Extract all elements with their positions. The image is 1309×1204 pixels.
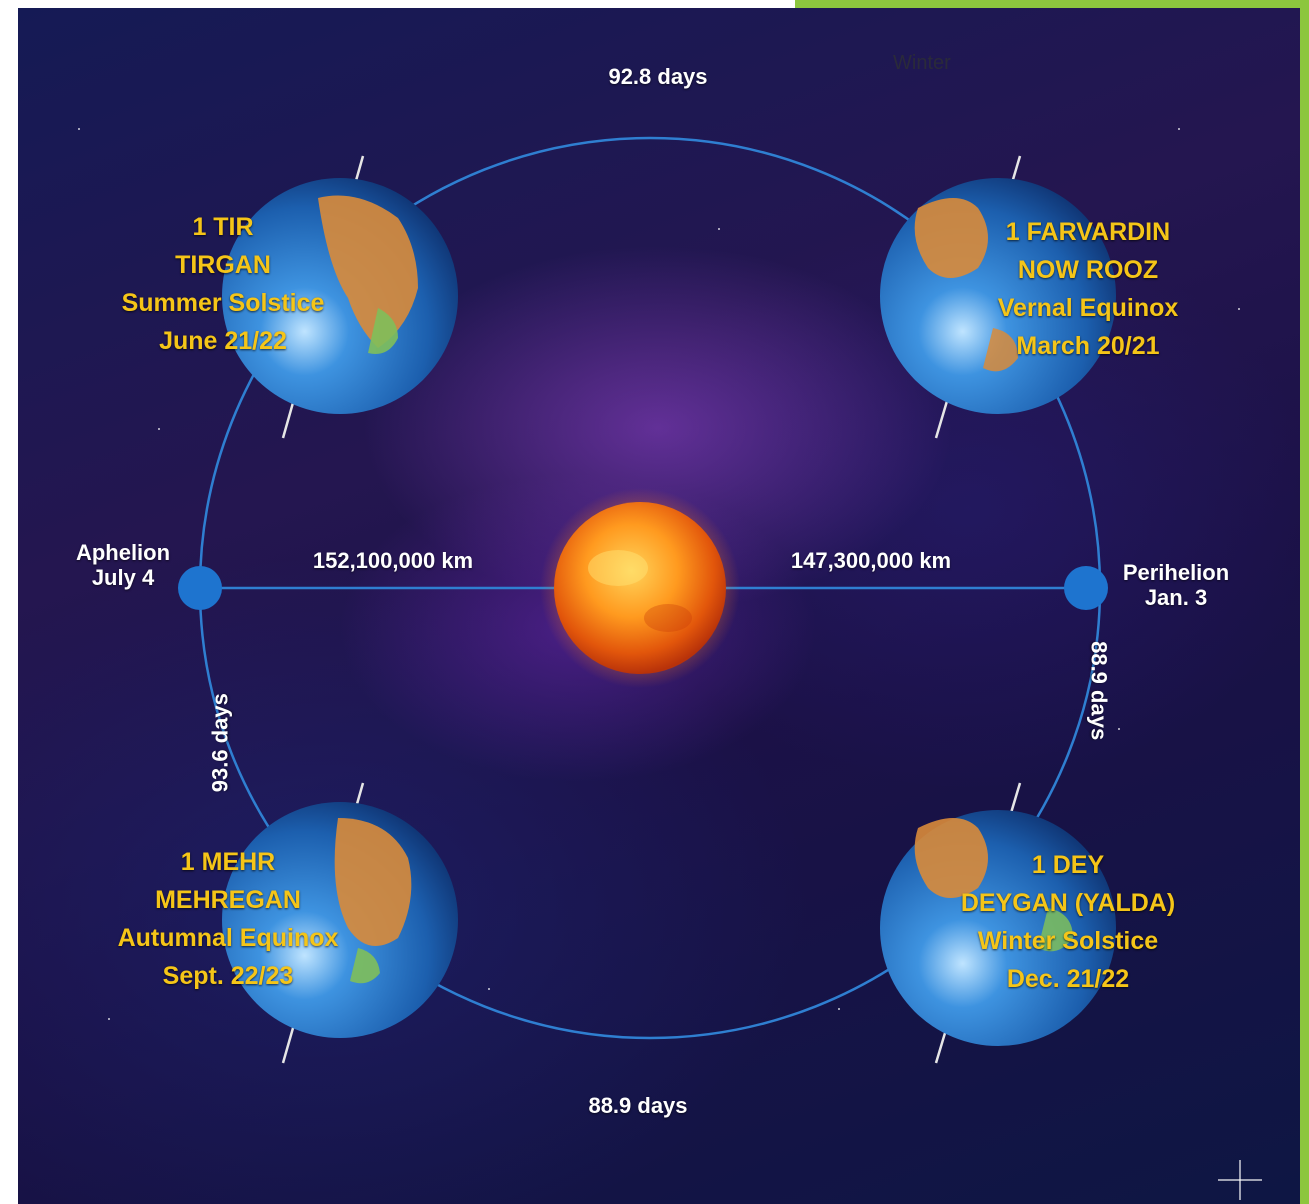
winter-line1: 1 DEY xyxy=(1031,851,1105,879)
space-background: Winter 92.8 days 88.9 days 93.6 days 88.… xyxy=(18,8,1300,1204)
spring-line3: Vernal Equinox xyxy=(997,294,1179,322)
star xyxy=(1118,728,1120,730)
star xyxy=(488,988,490,990)
autumn-line4: Sept. 22/23 xyxy=(162,962,294,990)
autumn-line3: Autumnal Equinox xyxy=(117,924,339,952)
star xyxy=(1178,128,1180,130)
winter-solstice-label: 1 DEY DEYGAN (YALDA) Winter Solstice Dec… xyxy=(948,846,1188,998)
aphelion-date: July 4 xyxy=(91,565,155,591)
summer-solstice-label: 1 TIR TIRGAN Summer Solstice June 21/22 xyxy=(113,208,333,360)
star-sparkle xyxy=(1218,1160,1262,1200)
star xyxy=(108,1018,110,1020)
perihelion-marker xyxy=(1064,566,1108,610)
summer-line3: Summer Solstice xyxy=(121,289,325,317)
star xyxy=(78,128,80,130)
winter-line4: Dec. 21/22 xyxy=(1006,965,1130,993)
distance-aphelion: 152,100,000 km xyxy=(312,548,474,573)
perihelion-label: Perihelion Jan. 3 xyxy=(1111,560,1241,611)
duration-bottom: 88.9 days xyxy=(588,1093,688,1118)
autumnal-equinox-label: 1 MEHR MEHREGAN Autumnal Equinox Sept. 2… xyxy=(108,843,348,995)
distance-perihelion: 147,300,000 km xyxy=(790,548,952,573)
winter-line2: DEYGAN (YALDA) xyxy=(960,889,1176,917)
star xyxy=(718,228,720,230)
summer-line4: June 21/22 xyxy=(159,327,287,355)
sun xyxy=(540,488,740,688)
earth-winter xyxy=(880,782,1116,1064)
aphelion-label: Aphelion July 4 xyxy=(68,540,178,591)
autumn-line2: MEHREGAN xyxy=(155,886,301,914)
winter-line3: Winter Solstice xyxy=(977,927,1159,955)
summer-line2: TIRGAN xyxy=(175,251,271,279)
autumn-line1: 1 MEHR xyxy=(180,848,276,876)
duration-left: 93.6 days xyxy=(207,693,233,793)
earth-autumn xyxy=(222,782,458,1064)
earth-spring xyxy=(880,155,1116,439)
star xyxy=(158,428,160,430)
winter-corner-text: Winter xyxy=(893,52,951,74)
aphelion-title: Aphelion xyxy=(75,540,171,565)
perihelion-title: Perihelion xyxy=(1122,560,1230,585)
orbit-diagram xyxy=(178,136,1262,1200)
duration-top: 92.8 days xyxy=(608,64,708,89)
aphelion-marker xyxy=(178,566,222,610)
spring-line4: March 20/21 xyxy=(1016,332,1160,360)
star xyxy=(838,1008,840,1010)
vernal-equinox-label: 1 FARVARDIN NOW ROOZ Vernal Equinox Marc… xyxy=(978,213,1198,365)
spring-line1: 1 FARVARDIN xyxy=(1005,218,1171,246)
earth-summer xyxy=(222,155,458,439)
spring-line2: NOW ROOZ xyxy=(1017,256,1159,284)
accent-bar-right xyxy=(1300,0,1309,1204)
perihelion-date: Jan. 3 xyxy=(1144,585,1208,611)
star xyxy=(1238,308,1240,310)
summer-line1: 1 TIR xyxy=(192,213,254,241)
duration-right: 88.9 days xyxy=(1086,641,1112,741)
